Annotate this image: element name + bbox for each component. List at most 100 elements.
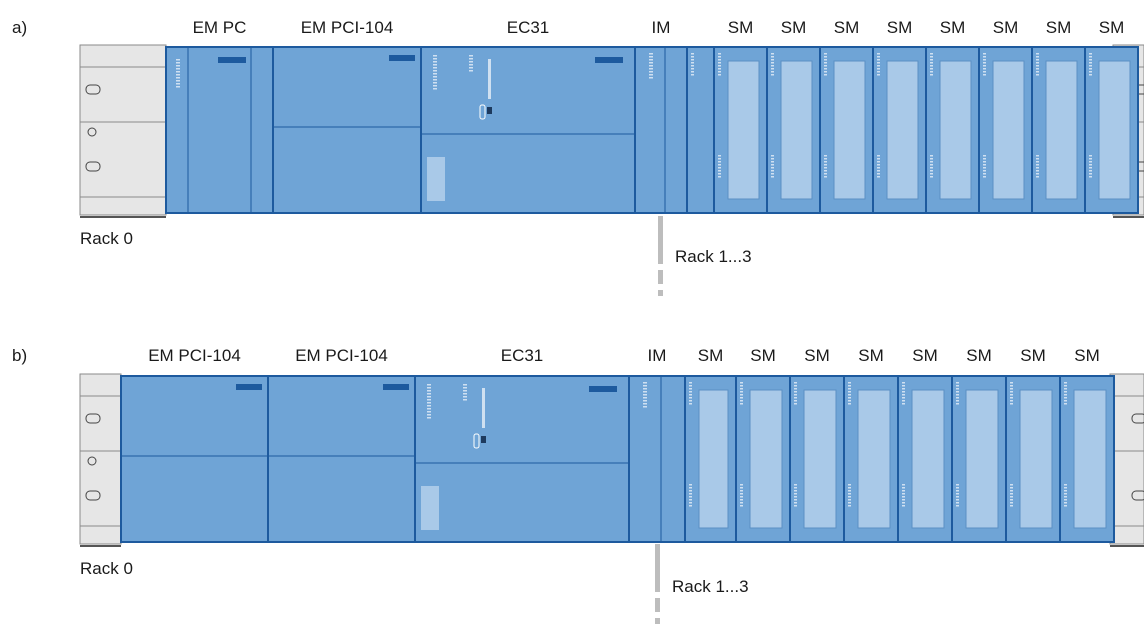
module-label: EM PCI-104 [148,346,241,365]
module-label: SM [993,18,1019,37]
module-sm: SM [713,18,768,214]
module-label: SM [887,18,913,37]
module-sm: SM [872,18,927,214]
row-marker: b) [12,346,27,365]
memory-card-slot [427,157,445,201]
module-label: SM [1099,18,1125,37]
label-strip [965,389,999,529]
module-label: SM [834,18,860,37]
key-switch-icon [479,104,486,120]
module-label: SM [1074,346,1100,365]
module-label: SM [698,346,724,365]
module-pci: EM PCI-104 [120,346,269,543]
rack-label: Rack 0 [80,229,133,248]
module-label: EM PCI-104 [295,346,388,365]
module-sm: SM [735,346,791,543]
module-label: SM [912,346,938,365]
module-label: SM [1046,18,1072,37]
expansion-connector [658,216,663,296]
label-strip [803,389,837,529]
port-icon [481,436,486,443]
mounting-rail-left [79,373,122,547]
expansion-rack-label: Rack 1...3 [675,247,752,266]
label-strip [698,389,729,529]
module-label: IM [648,346,667,365]
screw-slot-icon [85,413,101,424]
module-label: SM [858,346,884,365]
module-sm: SM [789,346,845,543]
module-label: EM PC [193,18,247,37]
module-label: EC31 [501,346,544,365]
label-strip [727,60,760,200]
module-ec31: EC31 [420,18,636,214]
module-label: SM [781,18,807,37]
module-sm: SM [1031,18,1086,214]
module-sm: SM [951,346,1007,543]
expansion-connector [655,544,660,624]
module-label: EC31 [507,18,550,37]
module-label: SM [940,18,966,37]
label-strip [1019,389,1053,529]
module-sm: SM [1059,346,1115,543]
module-label: SM [966,346,992,365]
screw-slot-icon [1131,490,1144,501]
module-empc: EM PC [165,18,274,214]
module-sm: SM [819,18,874,214]
label-strip [1073,389,1107,529]
module-im: IM [634,18,688,214]
module-sm: SM [925,18,980,214]
module-ec31: EC31 [414,346,630,543]
label-strip [780,60,813,200]
module-im: IM [628,346,686,543]
screw-slot-icon [85,161,101,172]
module-sm: SM [684,346,737,543]
module-label: SM [1020,346,1046,365]
module-label: SM [804,346,830,365]
module-label: SM [750,346,776,365]
screw-icon [87,456,97,466]
label-strip [1045,60,1078,200]
rack-label: Rack 0 [80,559,133,578]
status-bar [218,57,246,63]
screw-icon [87,127,97,137]
screw-slot-icon [1131,413,1144,424]
label-strip [992,60,1025,200]
memory-card-slot [421,486,439,530]
row-marker: a) [12,18,27,37]
label-strip [749,389,783,529]
module-sm: SM [897,346,953,543]
status-led-strip [482,388,485,428]
module-sm: SM [843,346,899,543]
status-led-strip [488,59,491,99]
label-strip [1098,60,1131,200]
status-bar [389,55,415,61]
module-sm: SM [1084,18,1139,214]
module-sm: SM [978,18,1033,214]
module-sm: SM [1005,346,1061,543]
module-label: IM [652,18,671,37]
module-sm: SM [766,18,821,214]
screw-slot-icon [85,490,101,501]
mounting-rail-left [79,44,167,218]
rack-row-b: b) EM PCI-104 EM PCI-104 EC31 IM SM SM SM SM SM SM… [12,346,1144,624]
port-icon [487,107,492,114]
mounting-rail-right [1109,373,1144,547]
screw-slot-icon [85,84,101,95]
status-bar [383,384,409,390]
module-pci: EM PCI-104 [267,346,416,543]
expansion-rack-label: Rack 1...3 [672,577,749,596]
rack-row-a: a) EM PC EM PCI-104 EC31 IM SM SM SM SM SM SM SM SM R… [12,18,1144,296]
label-strip [911,389,945,529]
status-bar [236,384,262,390]
key-switch-icon [473,433,480,449]
module-label: SM [728,18,754,37]
module-pci: EM PCI-104 [272,18,422,214]
status-bar [595,57,623,63]
status-bar [589,386,617,392]
module-label: EM PCI-104 [301,18,394,37]
label-strip [833,60,866,200]
label-strip [857,389,891,529]
label-strip [939,60,972,200]
label-strip [886,60,919,200]
